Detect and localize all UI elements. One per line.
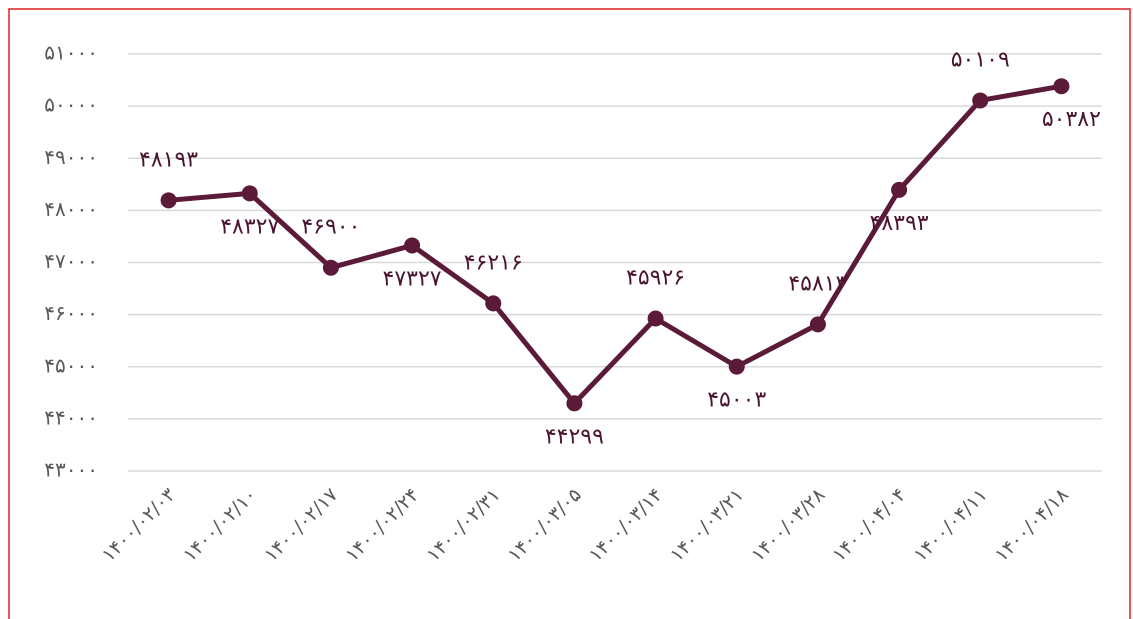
data-label: ۴۴۲۹۹ [545, 424, 604, 449]
point [728, 358, 745, 375]
point [241, 185, 258, 202]
data-label: ۴۵۰۰۳ [707, 388, 766, 413]
data-label: ۴۵۸۱۳ [788, 271, 847, 296]
x-tick-label: ۱۴۰۰/۰۲/۱۷ [260, 484, 342, 566]
data-label: ۴۸۳۹۳ [870, 211, 929, 236]
y-tick-label: ۴۴۰۰۰ [44, 405, 98, 429]
point [1053, 78, 1070, 95]
x-tick-label: ۱۴۰۰/۰۳/۱۴ [585, 484, 667, 566]
frame [8, 8, 1131, 619]
point [404, 237, 421, 254]
data-label: ۴۶۲۱۶ [464, 250, 523, 275]
x-tick-label: ۱۴۰۰/۰۲/۳۱ [422, 484, 504, 566]
point [809, 316, 826, 333]
x-tick-label: ۱۴۰۰/۰۲/۲۴ [341, 484, 423, 566]
point [972, 92, 989, 109]
data-label: ۵۰۱۰۹ [951, 47, 1010, 72]
point [160, 192, 177, 209]
y-tick-label: ۴۸۰۰۰ [44, 197, 98, 221]
y-tick-label: ۵۰۰۰۰ [44, 93, 98, 117]
data-label: ۴۷۳۲۷ [383, 266, 442, 291]
data-label: ۵۰۳۸۲ [1042, 107, 1101, 132]
data-label: ۴۵۹۲۶ [626, 265, 685, 290]
x-tick-label: ۱۴۰۰/۰۲/۱۰ [179, 484, 261, 566]
x-tick-label: ۱۴۰۰/۰۴/۰۴ [828, 484, 910, 566]
x-tick-label: ۱۴۰۰/۰۴/۱۱ [909, 484, 991, 566]
point [647, 310, 664, 327]
y-tick-label: ۵۱۰۰۰ [44, 41, 98, 65]
x-tick-label: ۱۴۰۰/۰۳/۲۸ [747, 484, 829, 566]
y-tick-label: ۴۶۰۰۰ [44, 301, 98, 325]
data-label: ۴۶۹۰۰ [301, 215, 360, 240]
x-tick-label: ۱۴۰۰/۰۴/۱۸ [990, 484, 1072, 566]
y-tick-label: ۴۹۰۰۰ [44, 145, 98, 169]
point [891, 181, 908, 198]
x-tick-label: ۱۴۰۰/۰۳/۲۱ [666, 484, 748, 566]
y-tick-label: ۴۳۰۰۰ [44, 458, 98, 482]
y-tick-label: ۴۵۰۰۰ [44, 353, 98, 377]
x-tick-label: ۱۴۰۰/۰۲/۰۳ [98, 484, 180, 566]
line [168, 83, 1062, 406]
point [566, 395, 583, 412]
point [485, 295, 502, 312]
point [322, 259, 339, 276]
x-tick-label: ۱۴۰۰/۰۳/۰۵ [503, 484, 585, 566]
data-label: ۴۸۳۲۷ [220, 214, 279, 239]
data-label: ۴۸۱۹۳ [139, 147, 198, 172]
y-tick-label: ۴۷۰۰۰ [44, 249, 98, 273]
